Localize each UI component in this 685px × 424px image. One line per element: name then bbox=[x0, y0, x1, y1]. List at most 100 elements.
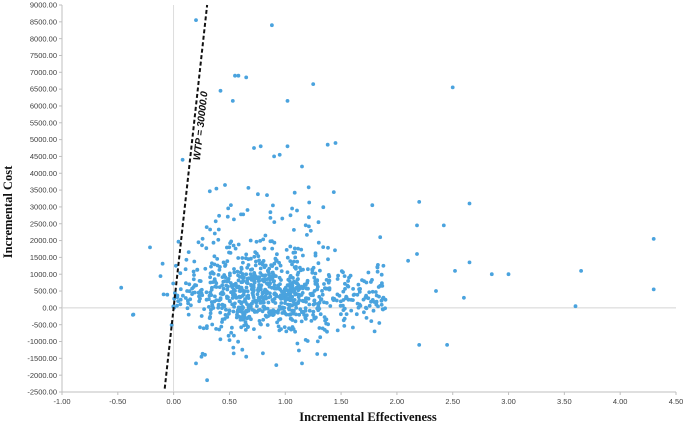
data-point bbox=[378, 284, 382, 288]
data-point bbox=[244, 272, 249, 277]
data-point bbox=[226, 284, 230, 289]
data-point bbox=[279, 301, 284, 305]
data-point bbox=[333, 248, 337, 253]
data-point bbox=[224, 307, 228, 312]
data-point bbox=[294, 303, 298, 307]
data-point bbox=[208, 275, 213, 280]
data-point bbox=[357, 287, 361, 292]
data-point bbox=[287, 279, 292, 283]
data-point bbox=[323, 286, 327, 290]
data-point bbox=[306, 267, 310, 272]
data-point bbox=[196, 240, 201, 245]
data-point bbox=[303, 338, 308, 342]
data-point bbox=[161, 292, 166, 297]
data-point bbox=[415, 252, 419, 256]
data-point bbox=[230, 325, 234, 330]
data-point bbox=[272, 279, 276, 283]
data-point bbox=[288, 282, 292, 287]
data-point bbox=[331, 190, 336, 195]
data-point bbox=[223, 262, 228, 267]
data-point bbox=[270, 246, 275, 251]
data-point bbox=[131, 312, 136, 317]
data-point bbox=[275, 320, 279, 325]
data-point bbox=[207, 305, 211, 309]
data-point bbox=[265, 306, 270, 311]
data-point bbox=[315, 284, 320, 289]
data-point bbox=[261, 317, 266, 322]
data-point bbox=[307, 200, 312, 205]
data-point bbox=[262, 246, 267, 251]
y-tick-label: 8500.00 bbox=[30, 17, 57, 26]
data-point bbox=[318, 268, 322, 273]
data-point bbox=[263, 294, 268, 299]
data-point bbox=[200, 236, 205, 241]
data-point bbox=[208, 227, 213, 232]
y-tick-label: -2000.00 bbox=[27, 371, 57, 380]
data-point bbox=[467, 201, 472, 206]
data-point bbox=[251, 299, 256, 304]
data-point bbox=[311, 265, 316, 270]
data-point bbox=[320, 292, 325, 297]
x-tick-label: 0.00 bbox=[166, 397, 181, 406]
data-point bbox=[217, 327, 222, 332]
data-point bbox=[273, 291, 277, 296]
data-point bbox=[236, 242, 241, 247]
data-point bbox=[327, 286, 332, 290]
data-point bbox=[374, 293, 379, 298]
data-point bbox=[148, 245, 152, 250]
data-point bbox=[246, 308, 251, 313]
data-point bbox=[303, 308, 308, 313]
data-point bbox=[316, 220, 321, 225]
data-point bbox=[339, 269, 344, 273]
data-point bbox=[336, 273, 340, 278]
data-point bbox=[316, 261, 321, 266]
y-tick-label: -500.00 bbox=[32, 320, 57, 329]
data-point bbox=[260, 290, 265, 295]
data-point bbox=[270, 23, 274, 28]
data-point bbox=[256, 192, 260, 197]
data-point bbox=[184, 257, 189, 262]
data-point bbox=[187, 289, 192, 294]
data-point bbox=[291, 298, 296, 303]
y-tick-label: 5000.00 bbox=[30, 135, 57, 144]
data-point bbox=[260, 262, 265, 267]
data-point bbox=[246, 186, 251, 190]
data-point bbox=[338, 303, 343, 308]
data-point bbox=[651, 287, 656, 292]
data-point bbox=[257, 298, 262, 303]
data-point bbox=[257, 258, 261, 263]
data-point bbox=[295, 341, 300, 346]
y-tick-label: 1500.00 bbox=[30, 253, 57, 262]
data-point bbox=[285, 255, 290, 260]
data-point bbox=[579, 269, 583, 273]
data-point bbox=[303, 317, 308, 321]
data-point bbox=[381, 263, 386, 268]
data-point bbox=[291, 250, 296, 255]
data-point bbox=[285, 270, 290, 275]
data-point bbox=[215, 257, 220, 261]
data-point bbox=[241, 212, 246, 217]
data-point bbox=[277, 304, 282, 309]
data-point bbox=[216, 273, 221, 277]
data-point bbox=[362, 310, 366, 315]
data-point bbox=[248, 238, 253, 243]
data-point bbox=[267, 266, 272, 271]
data-point bbox=[274, 286, 279, 291]
data-point bbox=[208, 311, 213, 316]
data-point bbox=[263, 273, 268, 278]
data-point bbox=[199, 354, 204, 359]
data-point bbox=[252, 146, 256, 150]
data-point bbox=[263, 290, 268, 294]
data-point bbox=[307, 308, 312, 313]
data-point bbox=[339, 312, 343, 317]
data-point bbox=[199, 314, 204, 318]
data-point bbox=[278, 317, 283, 321]
data-point bbox=[232, 288, 237, 293]
x-tick-label: 2.00 bbox=[390, 397, 405, 406]
data-point bbox=[274, 363, 279, 367]
data-point bbox=[218, 310, 223, 315]
data-point bbox=[252, 288, 256, 293]
data-point bbox=[236, 339, 241, 344]
y-tick-label: 7500.00 bbox=[30, 51, 57, 60]
data-point bbox=[367, 303, 372, 308]
